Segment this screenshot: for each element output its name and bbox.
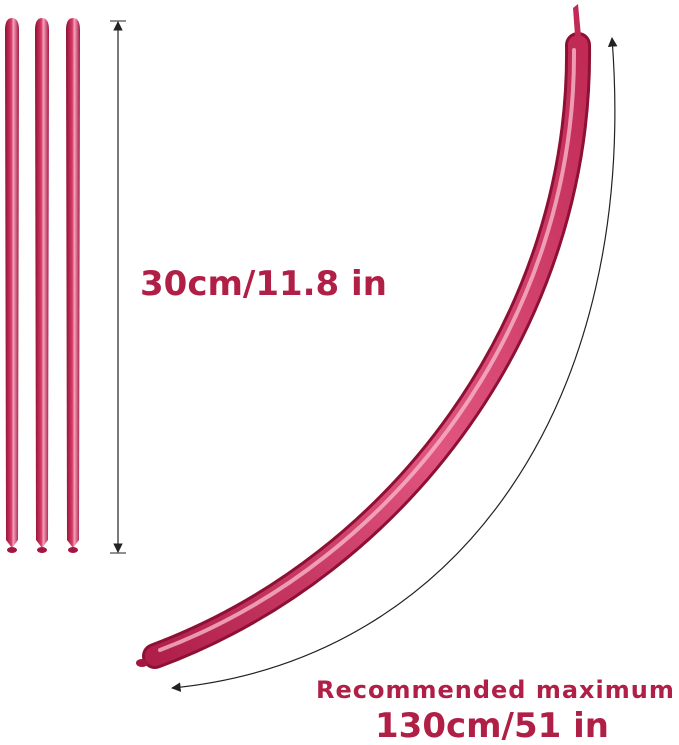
balloon bbox=[35, 18, 49, 548]
balloon-body bbox=[142, 32, 592, 669]
balloon-tail bbox=[573, 4, 581, 36]
balloon-knot bbox=[68, 547, 78, 553]
balloon-knot bbox=[136, 659, 148, 667]
short-length-label: 30cm/11.8 in bbox=[140, 264, 387, 304]
balloon bbox=[66, 18, 80, 548]
caption: Recommended maximum bbox=[316, 676, 675, 704]
balloon-knot bbox=[7, 547, 17, 553]
balloon bbox=[5, 18, 19, 548]
inflated-balloon bbox=[136, 4, 592, 669]
deflated-balloons bbox=[5, 18, 80, 553]
long-length-label: 130cm/51 in bbox=[375, 706, 609, 745]
balloon-knot bbox=[37, 547, 47, 553]
arc-arrow bbox=[171, 37, 618, 692]
